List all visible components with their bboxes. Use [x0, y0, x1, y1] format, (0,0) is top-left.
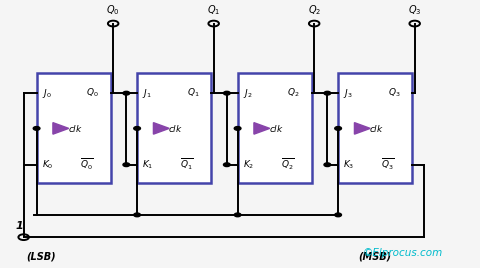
Text: $Q_3$: $Q_3$ — [388, 87, 400, 99]
Text: $Q_0$: $Q_0$ — [86, 87, 99, 99]
FancyBboxPatch shape — [36, 73, 111, 183]
Text: $\overline{Q_0}$: $\overline{Q_0}$ — [80, 157, 93, 172]
Text: $Q_2$: $Q_2$ — [288, 87, 300, 99]
Circle shape — [234, 213, 241, 217]
Text: $Q_3$: $Q_3$ — [408, 3, 421, 17]
Circle shape — [123, 163, 130, 166]
Text: $K_2$: $K_2$ — [243, 158, 254, 171]
Text: $J_1$: $J_1$ — [142, 87, 152, 100]
Circle shape — [224, 163, 230, 166]
Text: 1: 1 — [16, 221, 24, 230]
Text: $\overline{Q_3}$: $\overline{Q_3}$ — [381, 157, 395, 172]
Circle shape — [324, 91, 331, 95]
Text: $clk$: $clk$ — [68, 123, 83, 134]
Polygon shape — [354, 123, 370, 134]
Text: $J_3$: $J_3$ — [343, 87, 353, 100]
Text: $K_1$: $K_1$ — [142, 158, 154, 171]
Circle shape — [335, 126, 341, 130]
Text: $clk$: $clk$ — [168, 123, 183, 134]
Polygon shape — [254, 123, 270, 134]
Circle shape — [123, 91, 130, 95]
Circle shape — [324, 163, 331, 166]
Polygon shape — [154, 123, 169, 134]
Text: $\overline{Q_2}$: $\overline{Q_2}$ — [281, 157, 294, 172]
Text: $\overline{Q_1}$: $\overline{Q_1}$ — [180, 157, 193, 172]
Text: $K_0$: $K_0$ — [42, 158, 53, 171]
Polygon shape — [53, 123, 69, 134]
Circle shape — [224, 91, 230, 95]
Text: ©Elprocus.com: ©Elprocus.com — [362, 248, 443, 258]
Circle shape — [134, 126, 141, 130]
Text: $Q_1$: $Q_1$ — [187, 87, 199, 99]
Text: $J_2$: $J_2$ — [243, 87, 252, 100]
Text: $Q_2$: $Q_2$ — [308, 3, 321, 17]
Circle shape — [234, 126, 241, 130]
Circle shape — [33, 126, 40, 130]
Text: $clk$: $clk$ — [369, 123, 384, 134]
Circle shape — [134, 213, 141, 217]
Text: (MSB): (MSB) — [359, 252, 392, 262]
Text: $Q_0$: $Q_0$ — [107, 3, 120, 17]
FancyBboxPatch shape — [137, 73, 211, 183]
Text: $J_0$: $J_0$ — [42, 87, 51, 100]
Text: (LSB): (LSB) — [26, 252, 56, 262]
Text: $Q_1$: $Q_1$ — [207, 3, 220, 17]
FancyBboxPatch shape — [238, 73, 312, 183]
Circle shape — [335, 213, 341, 217]
FancyBboxPatch shape — [338, 73, 412, 183]
Text: $clk$: $clk$ — [269, 123, 284, 134]
Text: $K_3$: $K_3$ — [343, 158, 355, 171]
